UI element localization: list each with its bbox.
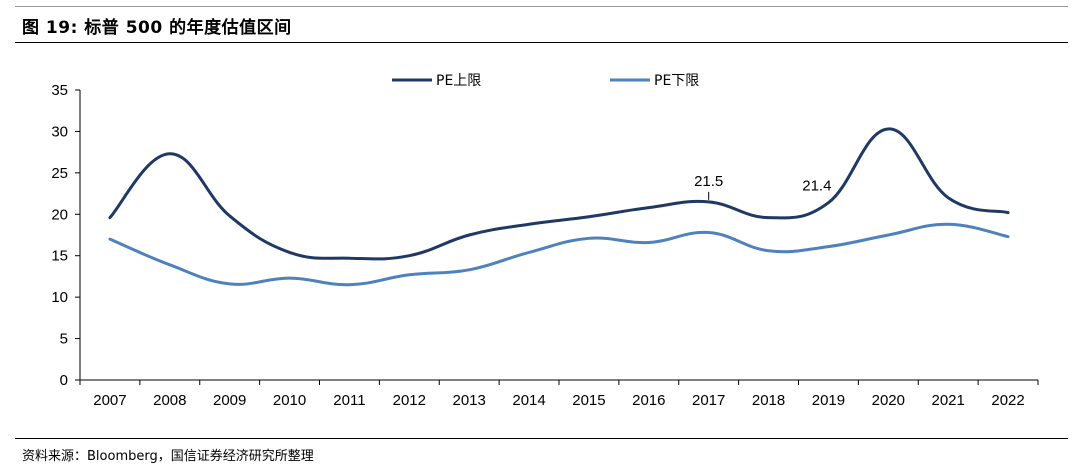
top-rule (15, 6, 1068, 7)
line-chart: 0 5 10 15 20 25 30 35 2007 2008 2009 2010 2011 2012 20… (51, 73, 1039, 409)
figure-header: 图 19: 标普 500 的年度估值区间 (0, 0, 1080, 44)
x-tick-label: 2007 (93, 392, 126, 409)
x-tick-label: 2020 (872, 392, 905, 409)
x-tick-label: 2022 (991, 392, 1024, 409)
x-tick-label: 2010 (273, 392, 306, 409)
y-tick-label: 20 (51, 206, 68, 223)
x-tick-label: 2011 (333, 392, 365, 409)
x-tick-label: 2008 (153, 392, 186, 409)
y-tick-label: 35 (51, 82, 68, 99)
series-line-2 (108, 222, 1010, 287)
y-tick-label: 25 (51, 165, 68, 182)
source-note: 资料来源：Bloomberg，国信证券经济研究所整理 (22, 449, 314, 464)
x-tick-label: 2019 (812, 392, 845, 409)
y-tick-label: 10 (51, 289, 68, 306)
x-tick-label: 2021 (932, 392, 965, 409)
legend-label-1: PE上限 (436, 73, 481, 89)
figure-title: 图 19: 标普 500 的年度估值区间 (22, 18, 292, 38)
x-tick-label: 2009 (213, 392, 246, 409)
x-tick-label: 2012 (393, 392, 426, 409)
x-tick-label: 2018 (752, 392, 785, 409)
bottom-rule (15, 438, 1068, 439)
x-tick-label: 2015 (572, 392, 605, 409)
x-tick-label: 2013 (453, 392, 486, 409)
y-tick-label: 0 (60, 372, 68, 389)
x-tick-label: 2014 (512, 392, 545, 409)
annotation-label: 21.4 (802, 178, 831, 195)
y-tick-label: 15 (51, 248, 68, 265)
x-tick-label: 2017 (692, 392, 725, 409)
title-rule (15, 42, 1068, 43)
series-line-1 (108, 127, 1010, 261)
x-tick-label: 2016 (632, 392, 665, 409)
legend-label-2: PE下限 (654, 73, 699, 89)
annotation-label: 21.5 (694, 173, 723, 190)
y-tick-label: 5 (60, 331, 68, 348)
y-tick-label: 30 (51, 123, 68, 140)
